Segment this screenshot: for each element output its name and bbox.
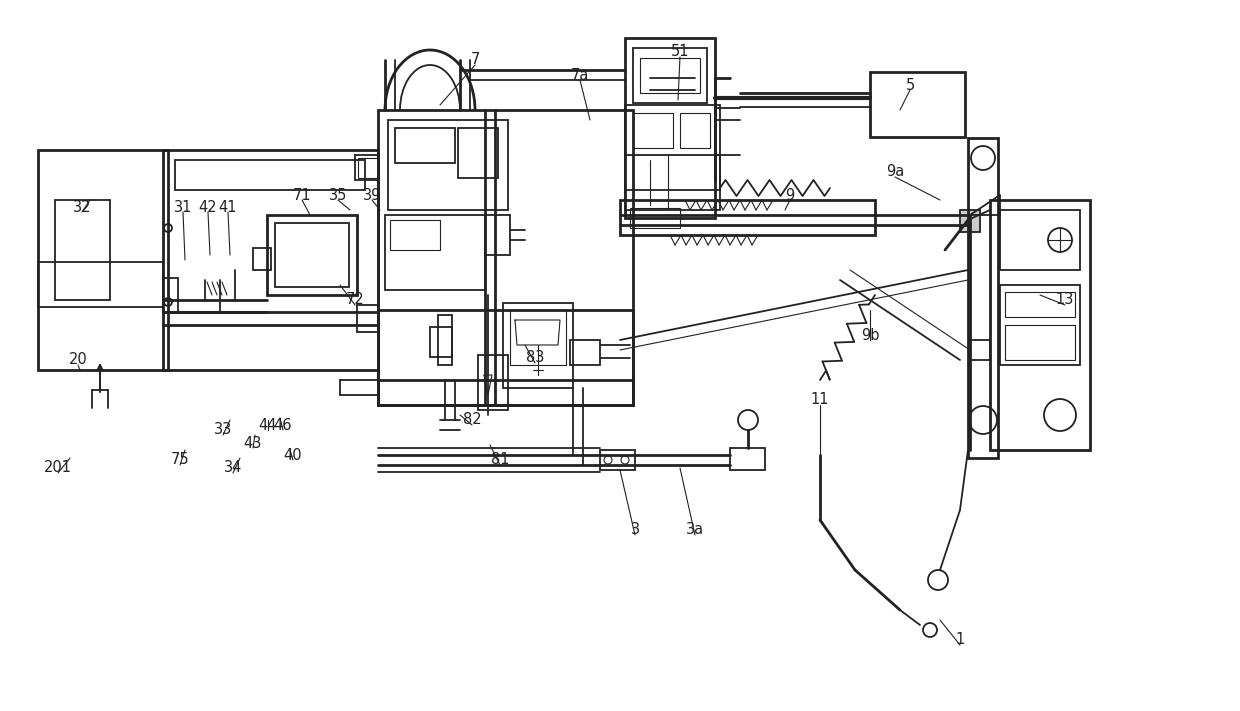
- Bar: [999, 210, 1080, 270]
- Text: 3a: 3a: [686, 523, 704, 538]
- Bar: [396, 128, 455, 163]
- Text: 31: 31: [174, 200, 192, 215]
- Bar: [730, 448, 765, 470]
- Text: 72: 72: [346, 292, 365, 307]
- Text: 82: 82: [463, 412, 481, 427]
- Bar: [1004, 325, 1075, 360]
- Bar: [388, 120, 508, 210]
- Bar: [640, 58, 701, 93]
- Bar: [632, 48, 707, 103]
- Bar: [391, 220, 440, 250]
- Text: 35: 35: [329, 188, 347, 203]
- Text: 9: 9: [785, 188, 795, 203]
- Text: 9a: 9a: [885, 164, 904, 179]
- Text: 34: 34: [223, 461, 242, 476]
- Bar: [990, 200, 1090, 450]
- Bar: [477, 355, 508, 410]
- Bar: [632, 113, 673, 148]
- Text: 3: 3: [630, 523, 640, 538]
- Bar: [253, 248, 272, 270]
- Text: 75: 75: [171, 452, 190, 468]
- Bar: [438, 315, 453, 365]
- Bar: [510, 310, 565, 365]
- Bar: [620, 200, 875, 235]
- Bar: [38, 150, 167, 370]
- Text: 81: 81: [491, 452, 510, 468]
- Text: 7: 7: [470, 53, 480, 68]
- Bar: [999, 285, 1080, 365]
- Text: 33: 33: [213, 422, 232, 437]
- Bar: [162, 150, 378, 370]
- Bar: [55, 200, 110, 300]
- Bar: [680, 113, 711, 148]
- Text: 46: 46: [274, 417, 293, 432]
- Bar: [458, 128, 498, 178]
- Text: 44: 44: [259, 417, 278, 432]
- Bar: [870, 72, 965, 137]
- Text: 51: 51: [671, 45, 689, 60]
- Text: 41: 41: [218, 200, 237, 215]
- Bar: [267, 215, 357, 295]
- Bar: [630, 208, 680, 228]
- Text: 11: 11: [811, 392, 830, 407]
- Bar: [358, 158, 378, 178]
- Bar: [968, 138, 998, 458]
- Text: 40: 40: [284, 447, 303, 462]
- Text: 5: 5: [905, 77, 915, 92]
- Bar: [625, 155, 720, 210]
- Text: 13: 13: [1055, 292, 1074, 307]
- Text: 1: 1: [955, 633, 965, 648]
- Text: 42: 42: [198, 200, 217, 215]
- Bar: [600, 450, 635, 470]
- Bar: [503, 303, 573, 388]
- Bar: [378, 380, 632, 405]
- Text: 7a: 7a: [570, 68, 589, 82]
- Bar: [378, 110, 632, 405]
- Text: 39: 39: [363, 188, 381, 203]
- Bar: [162, 278, 179, 313]
- Text: 32: 32: [73, 200, 92, 215]
- Text: 83: 83: [526, 351, 544, 365]
- Bar: [275, 223, 348, 287]
- Text: 43: 43: [244, 436, 262, 451]
- Bar: [175, 160, 365, 190]
- Bar: [570, 340, 600, 365]
- Text: 201: 201: [43, 461, 72, 476]
- Bar: [384, 215, 485, 290]
- Text: 20: 20: [68, 353, 87, 368]
- Bar: [960, 210, 980, 232]
- Bar: [1004, 292, 1075, 317]
- Text: 9b: 9b: [861, 328, 879, 343]
- Bar: [378, 310, 632, 405]
- Text: 71: 71: [293, 188, 311, 203]
- Bar: [625, 105, 720, 190]
- Bar: [430, 327, 453, 357]
- Bar: [625, 38, 715, 218]
